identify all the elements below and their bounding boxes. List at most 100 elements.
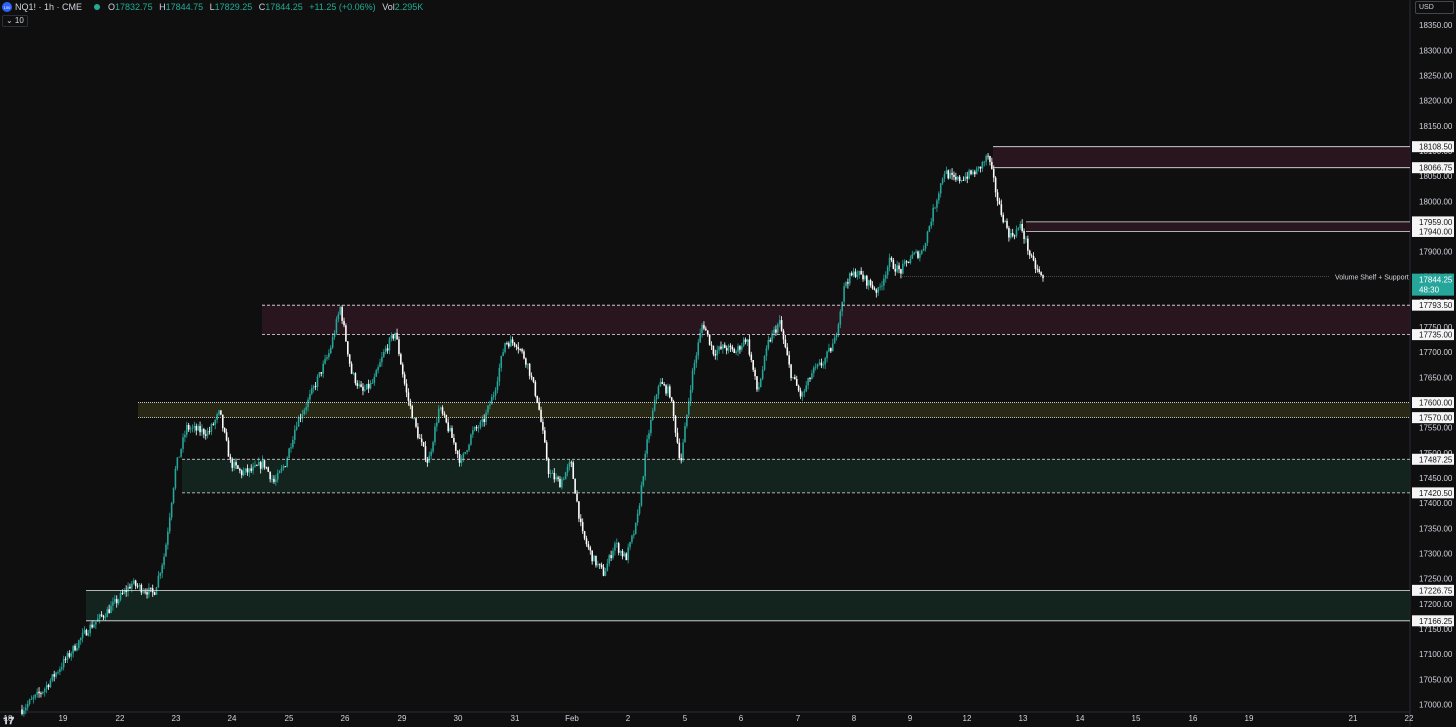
candle-body [146,592,148,595]
time-axis-tick: Feb [565,714,579,723]
candle-body [809,378,811,379]
candle-body [231,459,234,468]
candle-body [208,431,211,433]
candle-body [114,599,116,602]
symbol-title[interactable]: NQ1! · 1h · CME [15,2,83,12]
candle-body [653,399,656,411]
price-axis-tick: 18050.00 [1419,172,1453,181]
candle-body [1008,227,1010,238]
candle-body [1030,255,1033,257]
zone-resistance [262,305,1410,335]
candle-body [625,553,628,561]
candle-body [100,614,103,616]
candle-body [750,354,753,360]
price-axis-tick: 17150.00 [1419,625,1453,634]
candle-body [934,207,936,209]
time-axis-tick: 29 [398,714,407,723]
candle-body [670,397,673,402]
candle-body [860,270,862,275]
candle-body [917,251,919,258]
candle-body [182,437,184,449]
candle-body [178,456,181,458]
candle-body [131,583,133,589]
candle-body [180,448,182,457]
candle-body [388,338,391,351]
level-tag-label: 17735.00 [1419,331,1453,340]
level-tag [1412,412,1454,424]
candle-body [574,478,576,494]
candle-body [699,332,701,343]
candle-body [784,339,787,348]
candle-body [894,268,897,272]
candle-body [956,176,959,180]
candle-body [614,543,616,551]
candle-body [718,346,720,351]
candle-body [530,375,533,378]
candle-body [559,478,561,488]
candle-body [922,248,925,251]
price-axis-tick: 18000.00 [1419,197,1453,206]
candle-body [187,425,190,430]
candle-body [320,372,323,374]
candle-body [636,513,639,523]
candle-body [991,161,993,169]
candle-body [356,383,359,386]
candle-body [892,260,895,269]
candle-body [314,386,317,388]
candle-body [1040,272,1042,276]
candle-body [424,446,427,460]
candle-body [780,320,783,331]
open-label: O [108,2,116,12]
candle-body [883,278,885,286]
candle-body [746,339,749,342]
candle-body [189,428,192,430]
candle-body [60,667,63,669]
candle-body [292,439,294,448]
candle-body [437,408,440,423]
tradingview-logo-icon[interactable]: 𝟏𝟕 [3,716,15,727]
level-tag-label: 17226.75 [1419,586,1453,595]
candle-body [32,697,35,699]
candle-body [144,591,146,593]
candle-body [705,328,707,331]
candle-body [1019,224,1022,228]
candle-body [843,286,845,302]
candle-body [799,390,802,397]
candle-body [661,382,664,385]
candle-body [682,442,684,461]
candle-body [500,355,503,368]
candle-body [53,674,56,677]
candle-body [794,377,796,380]
indicator-collapse-toggle[interactable]: ⌄ 10 [2,15,28,27]
candle-body [608,555,611,564]
candle-body [650,420,652,434]
candle-body [47,685,50,688]
candle-body [528,363,531,376]
currency-button[interactable]: USD [1415,1,1454,14]
candle-body [464,451,467,454]
last-price-value: 17844.25 [1419,276,1453,285]
candle-body [517,346,520,350]
candle-body [411,406,414,419]
candle-body [837,324,840,335]
price-axis-tick: 17000.00 [1419,700,1453,709]
candle-body [43,688,46,692]
candle-body [375,370,378,377]
candle-body [972,171,974,175]
candle-body [398,339,400,355]
candle-body [312,386,315,389]
candle-body [547,459,550,474]
candle-body [23,710,25,715]
candle-body [227,440,230,457]
candle-body [417,426,419,438]
candle-body [343,320,345,326]
candle-body [752,359,754,370]
candle-body [790,364,792,379]
candle-body [975,168,978,175]
candle-body [623,553,626,557]
candle-body [311,388,313,394]
candle-body [341,306,343,321]
candle-body [979,166,982,169]
candle-body [955,176,957,180]
